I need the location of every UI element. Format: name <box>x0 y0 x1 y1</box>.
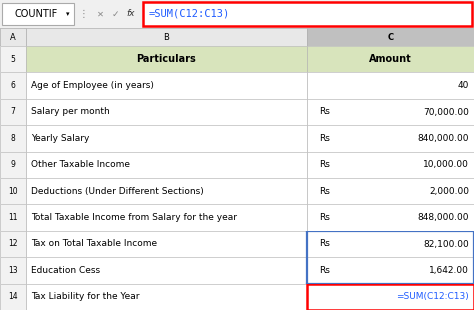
Bar <box>307 284 474 310</box>
Bar <box>307 284 474 310</box>
Bar <box>307 257 474 284</box>
Text: 848,000.00: 848,000.00 <box>418 213 469 222</box>
Text: 40: 40 <box>457 81 469 90</box>
Text: 8: 8 <box>10 134 15 143</box>
Text: Salary per month: Salary per month <box>31 108 110 117</box>
Bar <box>307 152 474 178</box>
Text: B: B <box>164 33 169 42</box>
Bar <box>307 46 474 73</box>
Bar <box>307 28 474 46</box>
Text: 10: 10 <box>8 187 18 196</box>
Bar <box>26 73 307 99</box>
Text: A: A <box>10 33 16 42</box>
Bar <box>0 125 26 152</box>
Text: C: C <box>387 33 393 42</box>
Text: Rs: Rs <box>319 160 330 169</box>
Text: 14: 14 <box>8 292 18 301</box>
Text: =SUM(C12:C13): =SUM(C12:C13) <box>149 9 230 19</box>
Text: 7: 7 <box>10 108 16 117</box>
Text: 82,100.00: 82,100.00 <box>423 240 469 249</box>
Bar <box>0 257 26 284</box>
Text: ▾: ▾ <box>66 11 70 17</box>
Polygon shape <box>14 29 25 41</box>
Text: 1,642.00: 1,642.00 <box>429 266 469 275</box>
Text: 12: 12 <box>8 240 18 249</box>
Bar <box>307 204 474 231</box>
Bar <box>26 257 307 284</box>
Text: Rs: Rs <box>319 266 330 275</box>
Bar <box>0 46 26 73</box>
Text: Rs: Rs <box>319 134 330 143</box>
Text: 2,000.00: 2,000.00 <box>429 187 469 196</box>
Text: ✓: ✓ <box>111 10 119 19</box>
Text: fx: fx <box>127 10 135 19</box>
Text: Yearly Salary: Yearly Salary <box>31 134 90 143</box>
Text: COUNTIF: COUNTIF <box>14 9 58 19</box>
Bar <box>0 28 26 46</box>
Text: =SUM(C12:C13): =SUM(C12:C13) <box>396 292 469 301</box>
Text: 9: 9 <box>10 160 16 169</box>
Bar <box>0 152 26 178</box>
Bar <box>0 231 26 257</box>
Bar <box>2 3 74 25</box>
Text: Rs: Rs <box>319 187 330 196</box>
Text: Amount: Amount <box>369 54 412 64</box>
Text: 10,000.00: 10,000.00 <box>423 160 469 169</box>
Bar <box>26 152 307 178</box>
Bar <box>0 284 26 310</box>
Bar <box>307 73 474 99</box>
Text: Tax Liability for the Year: Tax Liability for the Year <box>31 292 139 301</box>
Bar <box>26 178 307 204</box>
Bar <box>307 99 474 125</box>
Text: Particulars: Particulars <box>137 54 196 64</box>
Text: Tax on Total Taxable Income: Tax on Total Taxable Income <box>31 240 157 249</box>
Bar <box>0 204 26 231</box>
Bar <box>0 99 26 125</box>
Bar <box>26 46 307 73</box>
Bar <box>26 28 307 46</box>
Bar <box>307 178 474 204</box>
Bar <box>26 204 307 231</box>
Bar <box>0 178 26 204</box>
Text: Age of Employee (in years): Age of Employee (in years) <box>31 81 154 90</box>
Text: Education Cess: Education Cess <box>31 266 100 275</box>
Text: Other Taxable Income: Other Taxable Income <box>31 160 130 169</box>
Text: 840,000.00: 840,000.00 <box>418 134 469 143</box>
Text: Rs: Rs <box>319 240 330 249</box>
Bar <box>26 231 307 257</box>
Bar <box>26 99 307 125</box>
Text: Rs: Rs <box>319 213 330 222</box>
Bar <box>143 2 472 26</box>
Polygon shape <box>0 28 26 46</box>
Bar <box>307 231 474 257</box>
Text: 5: 5 <box>10 55 16 64</box>
Text: Total Taxable Income from Salary for the year: Total Taxable Income from Salary for the… <box>31 213 237 222</box>
Text: 11: 11 <box>8 213 18 222</box>
Text: 13: 13 <box>8 266 18 275</box>
Text: ⋮: ⋮ <box>79 9 89 19</box>
Text: Deductions (Under Different Sections): Deductions (Under Different Sections) <box>31 187 204 196</box>
Text: ✕: ✕ <box>97 10 103 19</box>
Text: 6: 6 <box>10 81 16 90</box>
Bar <box>0 73 26 99</box>
Text: 70,000.00: 70,000.00 <box>423 108 469 117</box>
Bar <box>26 284 307 310</box>
Bar <box>307 125 474 152</box>
Bar <box>26 125 307 152</box>
Text: Rs: Rs <box>319 108 330 117</box>
